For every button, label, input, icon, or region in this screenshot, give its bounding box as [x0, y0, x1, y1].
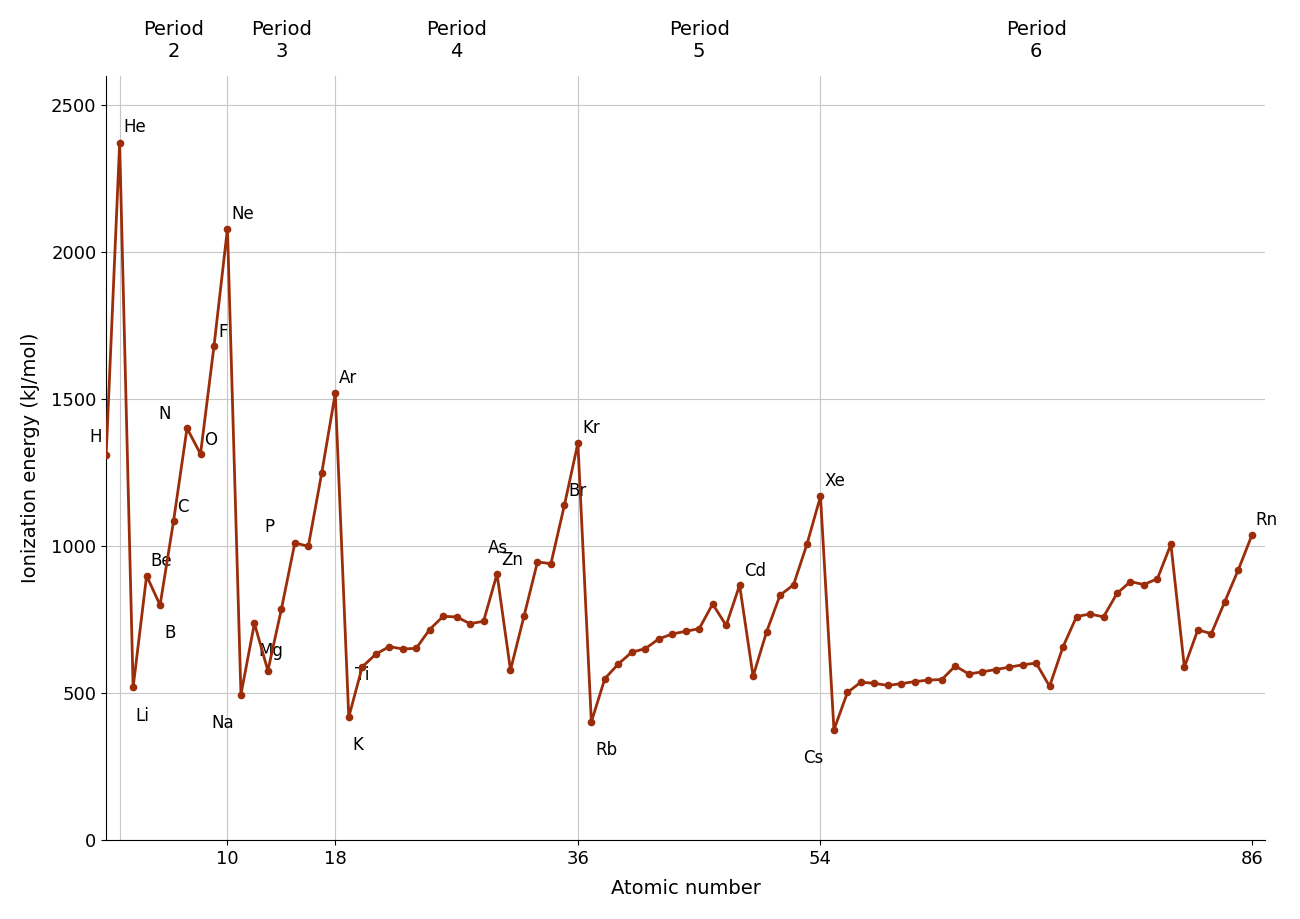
Text: Rn: Rn	[1256, 511, 1278, 529]
Text: C: C	[178, 498, 188, 516]
Text: P: P	[264, 518, 274, 537]
Text: K: K	[352, 736, 364, 754]
Text: Xe: Xe	[824, 472, 845, 490]
Text: Ar: Ar	[339, 369, 358, 387]
Text: Period
3: Period 3	[251, 19, 312, 61]
Text: Zn: Zn	[500, 550, 523, 569]
Text: N: N	[159, 405, 170, 423]
Text: F: F	[218, 323, 227, 341]
Text: O: O	[204, 431, 217, 448]
Text: Period
4: Period 4	[426, 19, 488, 61]
Text: Cs: Cs	[803, 749, 823, 767]
Text: He: He	[124, 118, 147, 136]
Text: As: As	[488, 539, 508, 557]
X-axis label: Atomic number: Atomic number	[611, 879, 760, 898]
Text: Li: Li	[135, 707, 150, 724]
Text: Be: Be	[151, 552, 173, 571]
Text: Kr: Kr	[582, 419, 599, 437]
Text: B: B	[164, 624, 176, 642]
Text: Ne: Ne	[231, 205, 255, 223]
Y-axis label: Ionization energy (kJ/mol): Ionization energy (kJ/mol)	[21, 333, 40, 584]
Text: H: H	[90, 428, 103, 446]
Text: Mg: Mg	[259, 642, 283, 661]
Text: Rb: Rb	[595, 741, 617, 759]
Text: Period
6: Period 6	[1006, 19, 1066, 61]
Text: Period
5: Period 5	[668, 19, 729, 61]
Text: Period
2: Period 2	[143, 19, 204, 61]
Text: Br: Br	[568, 482, 586, 500]
Text: Ti: Ti	[355, 665, 369, 684]
Text: Na: Na	[212, 714, 234, 732]
Text: Cd: Cd	[744, 562, 766, 580]
